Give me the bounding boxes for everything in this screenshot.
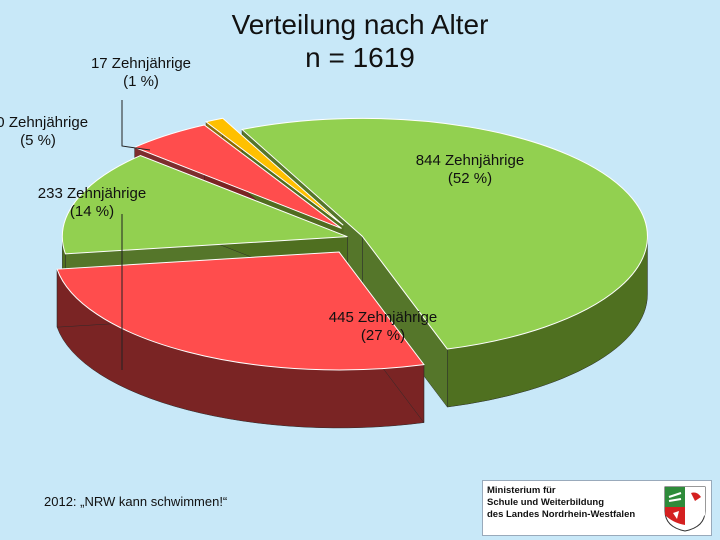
pie-slice-3 bbox=[61, 155, 348, 255]
logo-line-3: des Landes Nordrhein-Westfalen bbox=[487, 509, 636, 520]
pie-slice-2 bbox=[56, 251, 425, 371]
slice-count-label: 445 Zehnjährige bbox=[329, 309, 437, 326]
slice-count-label: 17 Zehnjährige bbox=[91, 55, 191, 72]
slice-label-4: 80 Zehnjährige(5 %) bbox=[0, 114, 88, 149]
logo-line-2: Schule und Weiterbildung bbox=[487, 497, 604, 508]
leader-line bbox=[121, 100, 151, 151]
slice-label-5: 17 Zehnjährige(1 %) bbox=[91, 55, 191, 90]
pie-slice-5 bbox=[204, 117, 344, 226]
nrw-crest-icon bbox=[664, 486, 706, 532]
chart-title: Verteilung nach Alter n = 1619 bbox=[200, 8, 520, 74]
ministry-logo: Ministerium für Schule und Weiterbildung… bbox=[482, 480, 712, 536]
slice-percent-label: (14 %) bbox=[70, 203, 114, 220]
slice-label-3: 233 Zehnjährige(14 %) bbox=[38, 185, 146, 220]
slice-count-label: 233 Zehnjährige bbox=[38, 185, 146, 202]
slice-count-label: 80 Zehnjährige bbox=[0, 114, 88, 131]
logo-line-1: Ministerium für bbox=[487, 485, 556, 496]
slice-label-2: 445 Zehnjährige(27 %) bbox=[329, 309, 437, 344]
pie-slice-4 bbox=[133, 124, 342, 229]
slice-percent-label: (1 %) bbox=[123, 73, 159, 90]
slice-label-1: 844 Zehnjährige(52 %) bbox=[416, 152, 524, 187]
slice-percent-label: (5 %) bbox=[20, 132, 56, 149]
chart-title-line1: Verteilung nach Alter bbox=[231, 9, 489, 40]
slice-percent-label: (52 %) bbox=[448, 170, 492, 187]
footer-note: 2012: „NRW kann schwimmen!“ bbox=[44, 494, 228, 509]
chart-subtitle: n = 1619 bbox=[305, 42, 415, 73]
slice-count-label: 844 Zehnjährige bbox=[416, 152, 524, 169]
pie-slice-1 bbox=[240, 117, 648, 350]
slice-percent-label: (27 %) bbox=[361, 327, 405, 344]
